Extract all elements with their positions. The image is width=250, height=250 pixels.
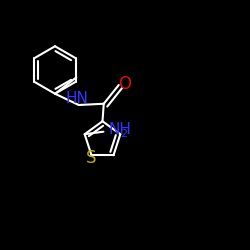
Text: 2: 2 [120, 129, 127, 139]
Text: S: S [86, 149, 97, 167]
Text: HN: HN [65, 91, 88, 106]
Text: NH: NH [108, 122, 131, 137]
Text: O: O [118, 75, 131, 93]
